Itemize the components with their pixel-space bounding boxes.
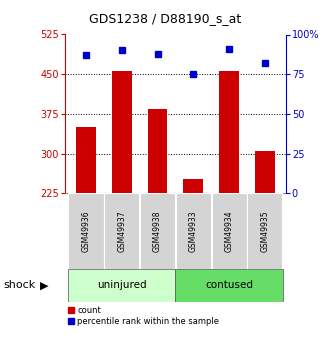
Bar (112, 71, 132, 193)
Text: GSM49936: GSM49936 (81, 210, 90, 252)
Bar (140, 193, 175, 269)
Bar (247, 193, 282, 269)
Bar (175, 269, 283, 302)
Bar (255, 151, 275, 193)
Bar (212, 193, 247, 269)
Text: GDS1238 / D88190_s_at: GDS1238 / D88190_s_at (89, 12, 242, 25)
Text: GSM49933: GSM49933 (189, 210, 198, 252)
Text: GSM49935: GSM49935 (260, 210, 269, 252)
Legend: count, percentile rank within the sample: count, percentile rank within the sample (69, 306, 219, 326)
Bar (176, 193, 211, 269)
Bar (148, 109, 167, 193)
Text: GSM49937: GSM49937 (117, 210, 126, 252)
Text: uninjured: uninjured (97, 280, 147, 290)
Text: ▶: ▶ (40, 280, 49, 290)
Text: contused: contused (205, 280, 253, 290)
Bar (69, 193, 104, 269)
Text: shock: shock (3, 280, 35, 290)
Bar (219, 71, 239, 193)
Bar (104, 193, 139, 269)
Text: GSM49934: GSM49934 (225, 210, 234, 252)
Bar (68, 269, 175, 302)
Text: GSM49938: GSM49938 (153, 210, 162, 252)
Bar (183, 179, 203, 193)
Bar (76, 127, 96, 193)
